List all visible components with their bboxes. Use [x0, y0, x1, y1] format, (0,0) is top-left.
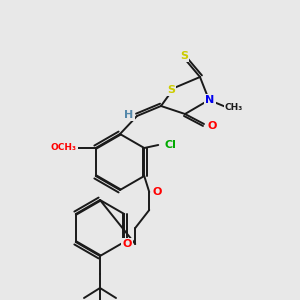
Text: O: O: [207, 121, 217, 131]
Text: S: S: [167, 85, 175, 95]
Text: S: S: [180, 51, 188, 61]
Text: CH₃: CH₃: [225, 103, 243, 112]
Text: N: N: [206, 95, 214, 105]
Text: H: H: [124, 110, 134, 120]
Text: O: O: [153, 187, 162, 197]
Text: OCH₃: OCH₃: [51, 143, 77, 152]
Text: Cl: Cl: [164, 140, 176, 150]
Text: O: O: [123, 239, 132, 249]
